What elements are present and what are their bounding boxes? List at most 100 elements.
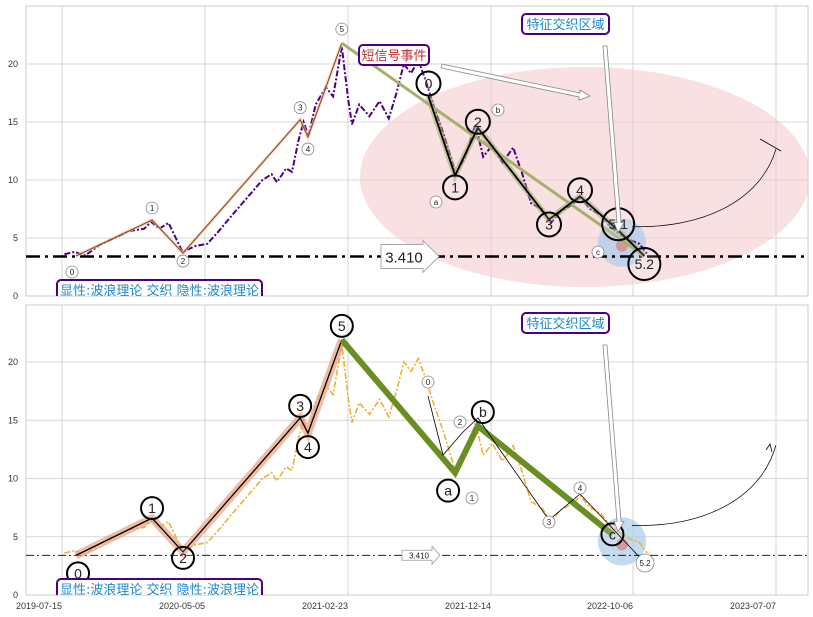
sub-wave-marker-label: b (496, 106, 501, 115)
legend-annotation: 显性:波浪理论 交织 隐性:波浪理论 (60, 283, 259, 299)
up-wave-marker-label: 5 (340, 25, 345, 34)
small-wave-marker-label: 3 (547, 518, 552, 527)
price-series-line (64, 344, 648, 556)
up-wave-marker-circle (176, 254, 190, 268)
y-tick-label: 10 (8, 474, 18, 484)
y-tick-label: 5 (13, 532, 18, 542)
x-tick-label: 2020-05-05 (159, 601, 205, 611)
feature-zone-arrow (602, 45, 625, 234)
up-wave-marker-label: 3 (296, 398, 304, 414)
abc-wave-marker-label: b (479, 404, 487, 420)
down-wave-marker-circle (627, 246, 662, 281)
down-wave-marker-label: 2 (474, 114, 482, 130)
up-wave-marker-label: 2 (181, 257, 186, 266)
down-wave-marker-circle (536, 211, 563, 238)
up-wave-line (75, 339, 343, 556)
feature-zone-annotation: 特征交织区域 (526, 316, 604, 332)
small-wave-marker-circle (453, 415, 467, 429)
x-tick-label: 2023-07-07 (730, 601, 776, 611)
up-wave-marker-circle (301, 142, 315, 156)
down-wave-marker-label: 1 (451, 179, 459, 195)
abc-wave-marker-circle (470, 400, 495, 425)
up-wave-marker-circle (329, 313, 354, 338)
legend-annotation: 显性:波浪理论 交织 隐性:波浪理论 (60, 582, 259, 598)
projection-bar (759, 138, 782, 152)
x-tick-label: 2021-02-23 (302, 601, 348, 611)
reference-arrow (401, 545, 441, 566)
y-tick-label: 5 (13, 233, 18, 243)
y-tick-label: 0 (13, 590, 18, 600)
plot-content: 012345012345.15.2abc短信号事件3.410特征交织区域显性:波… (26, 13, 808, 299)
up-wave-marker-circle (140, 496, 165, 521)
abc-wave-marker-label: a (444, 483, 452, 499)
y-tick-label: 20 (8, 59, 18, 69)
legend-annotation-box (56, 279, 263, 296)
down-wave-thin-line (427, 395, 646, 564)
small-wave-marker-label: 4 (578, 484, 583, 493)
up-wave-marker-label: 0 (74, 565, 82, 581)
y-tick-label: 20 (8, 357, 18, 367)
small-wave-marker-circle (573, 481, 587, 495)
abc-wave-marker-circle (436, 478, 461, 503)
feature-zone-annotation-box (521, 312, 610, 334)
up-wave-marker-circle (335, 22, 349, 36)
feature-zone-annotation: 特征交织区域 (526, 17, 604, 33)
up-wave-marker-label: 1 (148, 500, 156, 516)
abc-wave-line (339, 337, 615, 537)
short-signal-annotation-box (358, 44, 430, 66)
down-wave-marker-label: 0 (425, 75, 433, 91)
up-wave-marker-label: 4 (304, 439, 312, 455)
small-wave-marker-circle (635, 553, 655, 573)
sub-wave-marker-circle (429, 195, 443, 209)
up-wave-marker-label: 4 (306, 145, 311, 154)
small-wave-marker-label: 5.2 (639, 559, 651, 568)
x-tick-label: 2019-07-15 (16, 601, 62, 611)
small-wave-marker-label: 1 (470, 494, 475, 503)
up-wave-line (75, 42, 343, 257)
down-wave-marker-circle (415, 70, 442, 97)
down-wave-marker-circle (464, 108, 491, 135)
feature-zone-annotation-box (521, 13, 610, 35)
y-tick-label: 15 (8, 415, 18, 425)
short-signal-arrow (440, 63, 591, 101)
projection-arc (631, 444, 777, 526)
abc-wave-marker-label: c (609, 526, 616, 542)
up-wave-marker-label: 5 (338, 318, 346, 334)
x-tick-label: 2021-12-14 (445, 601, 491, 611)
top-panel: 05101520012345012345.15.2abc短信号事件3.410特征… (8, 5, 809, 301)
reference-value-label: 3.410 (409, 551, 430, 560)
plot-area (25, 304, 809, 596)
sub-wave-marker-circle (591, 245, 605, 259)
projection-arc (631, 148, 777, 227)
up-wave-marker-label: 0 (70, 268, 75, 277)
sub-wave-marker-label: a (434, 198, 439, 207)
short-signal-annotation: 短信号事件 (361, 49, 426, 64)
up-wave-marker-circle (288, 393, 313, 418)
down-wave-marker-label: 4 (576, 182, 584, 198)
down-wave-marker-label: 3 (545, 216, 553, 232)
projection-arrowhead (765, 443, 773, 453)
y-tick-label: 10 (8, 175, 18, 185)
up-wave-marker-circle (295, 435, 320, 460)
down-wave-marker-circle (566, 177, 593, 204)
up-wave-marker-circle (65, 265, 79, 279)
x-tick-label: 2022-10-06 (587, 601, 633, 611)
sub-wave-marker-label: c (596, 248, 600, 257)
down-wave-marker-label: 5.2 (635, 256, 655, 272)
small-wave-marker-circle (465, 491, 479, 505)
sub-wave-marker-circle (491, 103, 505, 117)
up-wave-marker-label: 1 (150, 204, 155, 213)
y-tick-label: 0 (13, 291, 18, 301)
up-wave-marker-circle (171, 545, 196, 570)
up-wave-marker-label: 2 (179, 550, 187, 566)
small-wave-marker-circle (542, 515, 556, 529)
reference-value-label: 3.410 (385, 249, 423, 266)
down-wave-marker-circle (442, 174, 469, 201)
y-tick-label: 15 (8, 117, 18, 127)
reference-arrow (380, 239, 440, 274)
small-wave-marker-circle (421, 375, 435, 389)
feature-ellipse (360, 67, 808, 287)
